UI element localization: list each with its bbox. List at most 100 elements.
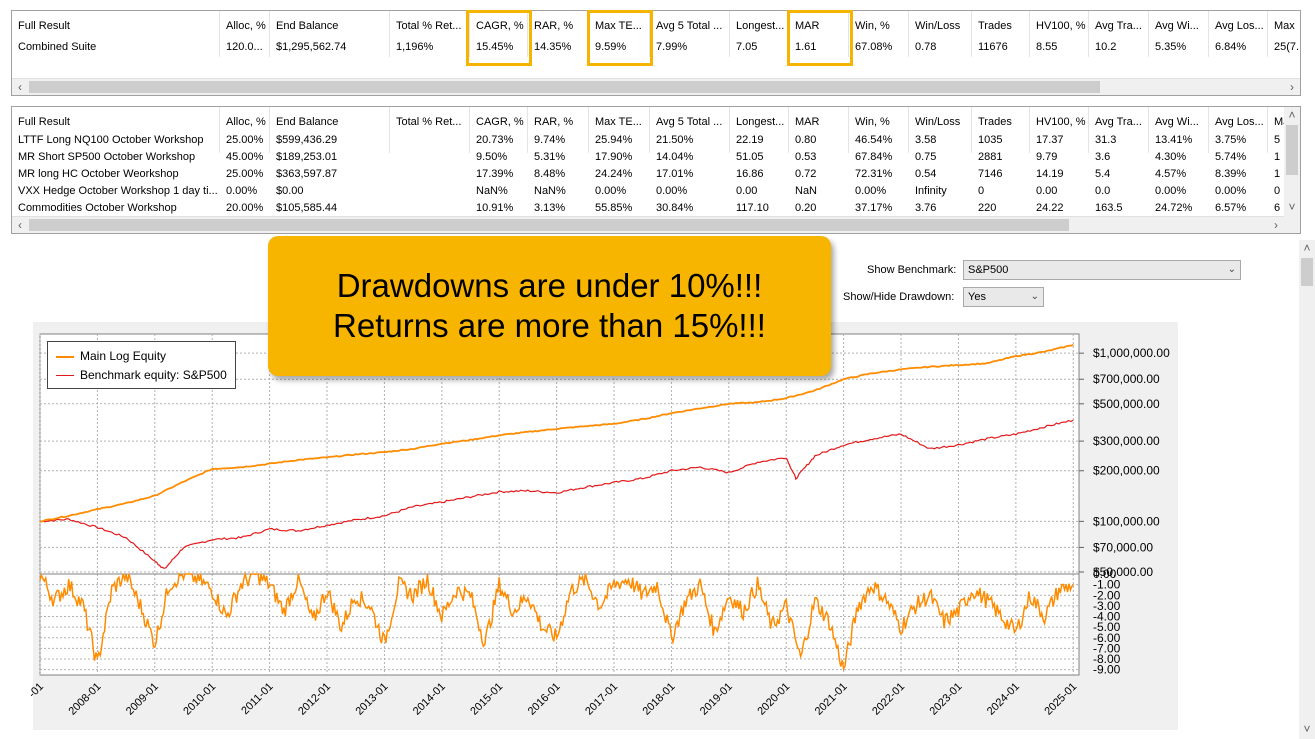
column-header[interactable]: Max TE... [589, 11, 650, 57]
dd-tick-label: -5.00 [1093, 620, 1121, 634]
column-header[interactable]: Full Result [12, 11, 220, 57]
table-cell: 31.3 [1095, 134, 1117, 146]
table-row[interactable]: Combined Suite 120.0... $1,295,562.74 1,196… [12, 39, 1300, 56]
column-header[interactable]: Avg Los... [1209, 107, 1268, 153]
vertical-scrollbar[interactable]: ˄ ˅ [1284, 107, 1300, 217]
drawdown-line [39, 571, 1074, 671]
table-cell: 11676 [978, 41, 1008, 53]
table-cell: 0.00% [1215, 185, 1247, 197]
column-header[interactable]: Win, % [849, 107, 909, 153]
column-header[interactable]: Total % Ret... [390, 11, 470, 57]
table-cell: 72.31% [855, 168, 893, 180]
column-header[interactable]: Avg Tra... [1089, 11, 1149, 57]
callout-line-1: Drawdowns are under 10%!!! [336, 267, 763, 304]
chevron-down-icon: ⌄ [1030, 291, 1039, 302]
table-row[interactable]: VXX Hedge October Workshop 1 day ti... 0.… [12, 183, 1300, 200]
scrollbar-thumb[interactable] [29, 81, 1100, 93]
scrollbar-thumb[interactable] [1286, 125, 1298, 175]
column-header[interactable]: Avg Tra... [1089, 107, 1149, 153]
column-header[interactable]: Avg Los... [1209, 11, 1268, 57]
dd-tick-label: -7.00 [1093, 641, 1121, 655]
table-cell: 0 [1274, 185, 1281, 197]
table-cell: 15.45% [476, 41, 514, 53]
column-header[interactable]: CAGR, % [470, 11, 528, 57]
column-header[interactable]: Longest... [730, 107, 789, 153]
column-header[interactable]: Win, % [849, 11, 909, 57]
dd-tick-label: -4.00 [1093, 610, 1121, 624]
column-header[interactable]: Total % Ret... [390, 107, 470, 153]
column-header[interactable]: HV100, % [1030, 107, 1089, 153]
chevron-left-icon[interactable]: ‹ [18, 218, 22, 232]
column-header[interactable]: Trades [972, 11, 1030, 57]
combined-results-grid[interactable]: Full Result Alloc, % End Balance Total % Re… [11, 10, 1301, 96]
chevron-up-icon[interactable]: ˄ [1288, 108, 1296, 122]
table-cell: 9.50% [476, 151, 508, 163]
legend-swatch [56, 375, 74, 377]
drawdown-select[interactable]: Yes ⌄ [963, 287, 1044, 307]
legend-item-equity: Main Log Equity [56, 348, 166, 364]
table-cell: 0.00% [1155, 185, 1187, 197]
benchmark-select[interactable]: S&P500 ⌄ [963, 260, 1241, 280]
horizontal-scrollbar[interactable]: ‹ › [12, 78, 1300, 95]
chevron-right-icon[interactable]: › [1274, 218, 1278, 232]
column-header[interactable]: RAR, % [528, 107, 589, 153]
scrollbar-thumb[interactable] [1301, 258, 1313, 286]
dd-tick-label: 0.00 [1093, 567, 1117, 581]
table-cell: LTTF Long NQ100 October Workshop [18, 134, 204, 146]
table-cell: Infinity [915, 185, 947, 197]
table-cell: 22.19 [736, 134, 764, 146]
column-header[interactable]: Avg Wi... [1149, 11, 1209, 57]
scrollbar-thumb[interactable] [29, 219, 1069, 231]
column-header[interactable]: Alloc, % [220, 107, 270, 153]
chevron-down-icon[interactable]: ˅ [1288, 200, 1296, 214]
legend-label: Benchmark equity: S&P500 [80, 368, 227, 382]
column-header[interactable]: MAR [789, 11, 849, 57]
legend-item-benchmark: Benchmark equity: S&P500 [56, 367, 227, 383]
table-cell: $599,436.29 [276, 134, 338, 146]
column-header[interactable]: HV100, % [1030, 11, 1089, 57]
mar-highlight-box [787, 10, 853, 66]
column-header[interactable]: Max TE... [589, 107, 650, 153]
table-cell: 163.5 [1095, 202, 1123, 214]
table-cell: 7146 [978, 168, 1003, 180]
column-header[interactable]: Win/Loss [909, 11, 972, 57]
chevron-down-icon[interactable]: ˅ [1303, 722, 1311, 736]
table-cell: 8.39% [1215, 168, 1247, 180]
horizontal-scrollbar[interactable]: ‹ › [12, 216, 1300, 233]
table-cell: 8.48% [534, 168, 566, 180]
column-header[interactable]: Full Result [12, 107, 220, 153]
chevron-right-icon[interactable]: › [1290, 80, 1294, 94]
column-header[interactable]: Avg 5 Total ... [650, 107, 730, 153]
column-header[interactable]: Win/Loss [909, 107, 972, 153]
column-header[interactable]: Trades [972, 107, 1030, 153]
table-cell: 24.22 [1036, 202, 1064, 214]
table-cell: 20.00% [226, 202, 264, 214]
table-cell: 17.90% [595, 151, 633, 163]
table-cell: 3.6 [1095, 151, 1111, 163]
table-row[interactable]: MR Short SP500 October Workshop 45.00% $18… [12, 149, 1300, 166]
table-cell: 3.75% [1215, 134, 1247, 146]
table-row[interactable]: LTTF Long NQ100 October Workshop 25.00% $5… [12, 132, 1300, 149]
column-header[interactable]: Max [1268, 11, 1300, 57]
table-cell: 10.91% [476, 202, 514, 214]
systems-results-grid[interactable]: Full Result Alloc, % End Balance Total % Re… [11, 106, 1301, 234]
table-cell: 3.76 [915, 202, 937, 214]
table-cell: 37.17% [855, 202, 893, 214]
column-header[interactable]: End Balance [270, 107, 390, 153]
column-header[interactable]: Alloc, % [220, 11, 270, 57]
table-cell: 25.00% [226, 134, 264, 146]
table-cell: 120.0... [226, 41, 263, 53]
column-header[interactable]: End Balance [270, 11, 390, 57]
grid-header-row: Full Result Alloc, % End Balance Total % Re… [12, 11, 1300, 57]
chevron-left-icon[interactable]: ‹ [18, 80, 22, 94]
drawdown-select-value: Yes [968, 291, 986, 303]
table-cell: MR long HC October Weorkshop [18, 168, 179, 180]
table-row[interactable]: MR long HC October Weorkshop 25.00% $363,5… [12, 166, 1300, 183]
chevron-up-icon[interactable]: ˄ [1303, 241, 1311, 255]
column-header[interactable]: Avg Wi... [1149, 107, 1209, 153]
page-vertical-scrollbar[interactable]: ˄ ˅ [1299, 240, 1315, 739]
column-header[interactable]: Avg 5 Total ... [650, 11, 730, 57]
table-row[interactable]: Commodities October Workshop 20.00% $105,5… [12, 200, 1300, 217]
column-header[interactable]: MAR [789, 107, 849, 153]
column-header[interactable]: CAGR, % [470, 107, 528, 153]
